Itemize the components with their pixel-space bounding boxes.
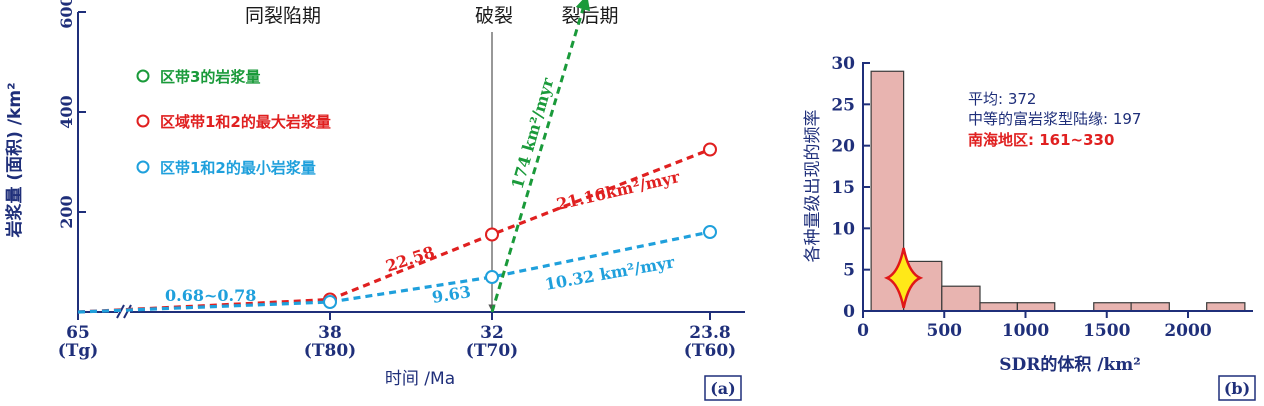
x-tick-label-a: 65 xyxy=(66,323,90,343)
legend-label-zone3: 区带3的岩浆量 xyxy=(160,68,260,86)
x-axis-label-b: SDR的体积 /km² xyxy=(999,354,1141,375)
y-tick-label-b: 30 xyxy=(831,54,855,74)
x-tick-label-b: 1500 xyxy=(1083,321,1130,341)
stat-scs: 南海地区: 161~330 xyxy=(968,131,1114,149)
legend-marker-max xyxy=(136,114,150,128)
x-tick-label-b: 2000 xyxy=(1164,321,1211,341)
panel-label-b: (b) xyxy=(1224,379,1250,398)
data-point xyxy=(485,270,499,284)
panel-label-a: (a) xyxy=(710,379,736,398)
annotation-early-rate: 0.68~0.78 xyxy=(165,286,256,305)
y-tick-label-b: 20 xyxy=(831,137,855,157)
panel-label-box-b xyxy=(1218,375,1256,401)
legend-a: 区带3的岩浆量 区域带1和2的最大岩浆量 区带1和2的最小岩浆量 xyxy=(136,68,331,177)
x-tick-sublabel-a: (T70) xyxy=(466,341,518,361)
data-point xyxy=(703,225,717,239)
histogram-bar xyxy=(1130,302,1170,312)
legend-marker-zone3 xyxy=(136,69,150,83)
y-tick-label-b: 15 xyxy=(831,178,855,198)
x-axis-label-a: 时间 /Ma xyxy=(385,369,455,389)
data-point xyxy=(485,227,499,242)
y-tick-label-a: 600 xyxy=(57,0,76,29)
x-tick-label-a: 38 xyxy=(318,323,342,343)
y-tick-label-a: 400 xyxy=(57,95,76,128)
series-line xyxy=(77,230,711,314)
x-tick-sublabel-a: (Tg) xyxy=(58,341,99,361)
data-point xyxy=(323,295,337,309)
phase-label-synrift: 同裂陷期 xyxy=(245,5,321,27)
x-tick-label-a: 23.8 xyxy=(689,323,730,343)
annotation-min-rate-2: 10.32 km²/myr xyxy=(543,252,676,294)
y-axis-label-b: 各种量级出现的频率 xyxy=(803,110,823,263)
stat-medium-margin: 中等的富岩浆型陆缘: 197 xyxy=(968,110,1141,128)
y-tick-label-b: 10 xyxy=(831,219,855,239)
x-tick-label-b: 500 xyxy=(927,321,963,341)
panel-label-box-a xyxy=(704,375,742,401)
x-tick-sublabel-a: (T60) xyxy=(684,341,736,361)
y-tick-label-a: 200 xyxy=(57,195,76,228)
scs-star-marker xyxy=(883,247,924,309)
histogram-bar xyxy=(1206,302,1246,312)
y-tick-label-b: 25 xyxy=(831,95,855,115)
x-tick-sublabel-a: (T80) xyxy=(304,341,356,361)
data-point xyxy=(703,142,717,157)
x-tick-label-a: 32 xyxy=(480,323,504,343)
annotation-max-rate-2: 21.16km²/myr xyxy=(555,167,682,214)
legend-label-max: 区域带1和2的最大岩浆量 xyxy=(160,113,331,131)
histogram-bar xyxy=(979,302,1018,312)
y-axis-label-a: 岩浆量 (面积) /km² xyxy=(4,82,25,238)
legend-marker-min xyxy=(136,160,150,174)
x-tick-label-b: 1000 xyxy=(1002,321,1049,341)
axis-break xyxy=(116,304,132,320)
x-tick-label-b: 0 xyxy=(857,321,869,341)
annotation-max-rate-1: 22.58 xyxy=(383,242,437,276)
panel-b: 0 5 10 15 20 25 30 0 500 1000 1500 2000 平均: 372 中等… xyxy=(803,54,1256,401)
series-line xyxy=(490,0,591,313)
histogram-bar xyxy=(1016,302,1056,312)
histogram-bar xyxy=(941,285,981,312)
stat-mean: 平均: 372 xyxy=(968,90,1036,108)
phase-label-postrift: 裂后期 xyxy=(561,5,618,27)
y-tick-label-b: 5 xyxy=(843,261,855,281)
histogram-bar xyxy=(1093,302,1132,312)
y-tick-label-b: 0 xyxy=(843,302,855,322)
phase-label-breakup: 破裂 xyxy=(475,5,513,27)
legend-label-min: 区带1和2的最小岩浆量 xyxy=(160,159,316,177)
